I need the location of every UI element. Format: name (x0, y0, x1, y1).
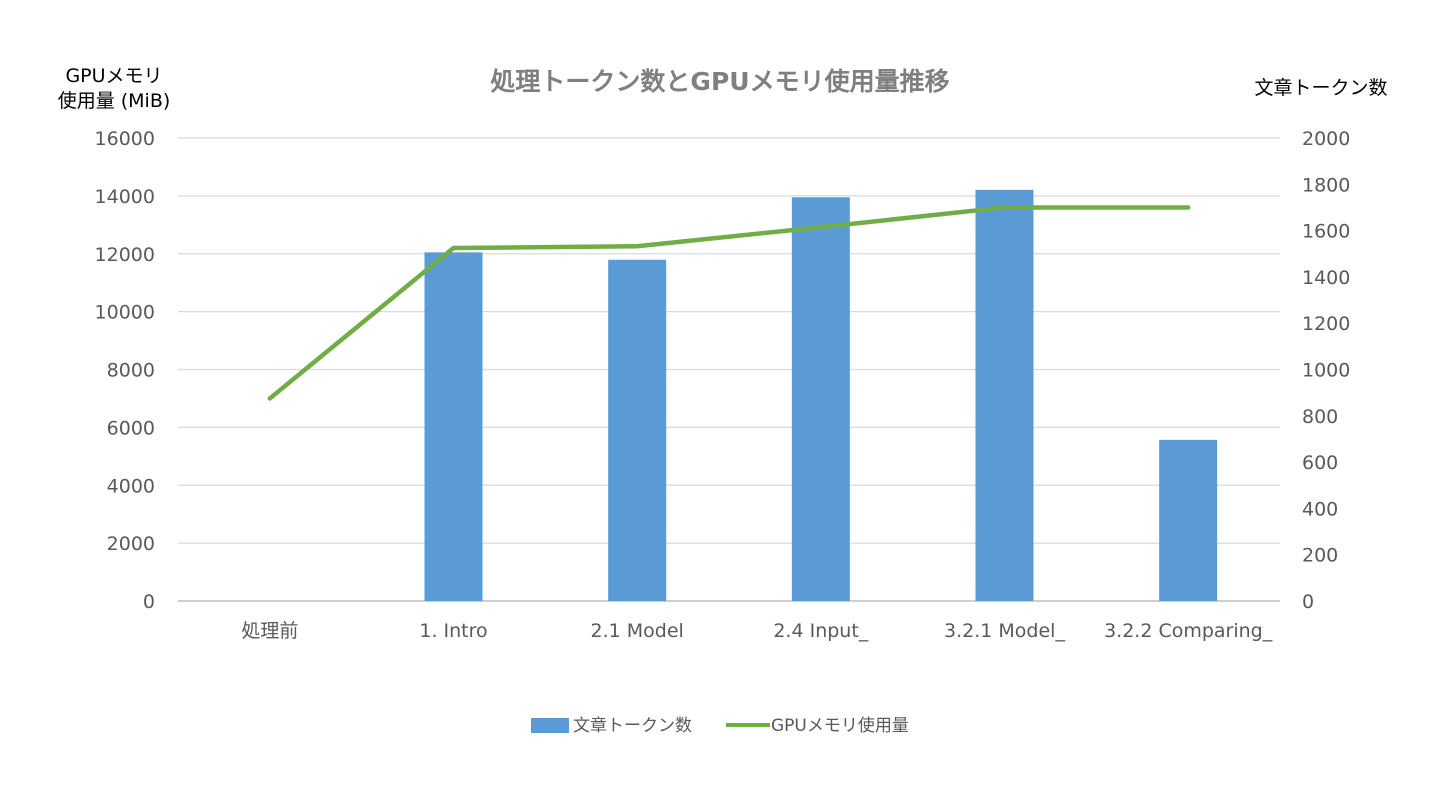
category-label: 2.1 Model (591, 620, 684, 642)
left-tick-label: 8000 (107, 360, 155, 382)
bar (608, 259, 667, 601)
right-tick-label: 2000 (1302, 128, 1350, 150)
left-tick-label: 2000 (107, 533, 155, 555)
left-axis-title-line2: 使用量 (MiB) (58, 90, 171, 112)
legend: 文章トークン数 GPUメモリ使用量 (531, 715, 909, 736)
right-tick-label: 1800 (1302, 174, 1350, 196)
bar-series (424, 189, 1218, 601)
right-tick-label: 0 (1302, 591, 1314, 613)
left-axis-title-line1: GPUメモリ (65, 65, 162, 87)
chart-title: 処理トークン数とGPUメモリ使用量推移 (490, 67, 949, 96)
line-series (267, 205, 1191, 401)
right-tick-label: 200 (1302, 545, 1338, 567)
category-label: 3.2.2 Comparing_ (1104, 620, 1273, 642)
right-tick-label: 600 (1302, 452, 1338, 474)
left-tick-label: 14000 (95, 186, 155, 208)
right-tick-label: 1400 (1302, 267, 1350, 289)
legend-swatch-bar (531, 718, 569, 733)
right-tick-label: 1200 (1302, 313, 1350, 335)
right-tick-label: 1600 (1302, 221, 1350, 243)
bar (975, 189, 1034, 601)
category-label: 処理前 (241, 620, 298, 642)
left-tick-label: 16000 (95, 128, 155, 150)
category-label: 3.2.1 Model_ (944, 620, 1065, 642)
legend-label-bar: 文章トークン数 (573, 716, 692, 736)
right-axis-ticks: 0 200 400 600 800 1000 1200 1400 1600 1800 2000 (1302, 128, 1350, 613)
left-tick-label: 0 (143, 591, 155, 613)
gridlines (178, 137, 1280, 602)
bar (424, 252, 483, 601)
left-axis-ticks: 0 2000 4000 6000 8000 10000 12000 14000 16000 (95, 128, 155, 613)
category-label: 1. Intro (419, 620, 487, 642)
left-tick-label: 4000 (107, 475, 155, 497)
right-tick-label: 400 (1302, 498, 1338, 520)
left-tick-label: 6000 (107, 417, 155, 439)
bar (1159, 439, 1218, 601)
right-axis-title: 文章トークン数 (1254, 77, 1387, 99)
bar (791, 197, 850, 601)
right-tick-label: 1000 (1302, 360, 1350, 382)
left-tick-label: 10000 (95, 302, 155, 324)
left-tick-label: 12000 (95, 244, 155, 266)
line-path (267, 205, 1191, 401)
category-labels: 処理前 1. Intro 2.1 Model 2.4 Input_ 3.2.1 Mode… (241, 620, 1272, 642)
legend-label-line: GPUメモリ使用量 (771, 715, 909, 736)
right-tick-label: 800 (1302, 406, 1338, 428)
category-label: 2.4 Input_ (773, 620, 868, 642)
